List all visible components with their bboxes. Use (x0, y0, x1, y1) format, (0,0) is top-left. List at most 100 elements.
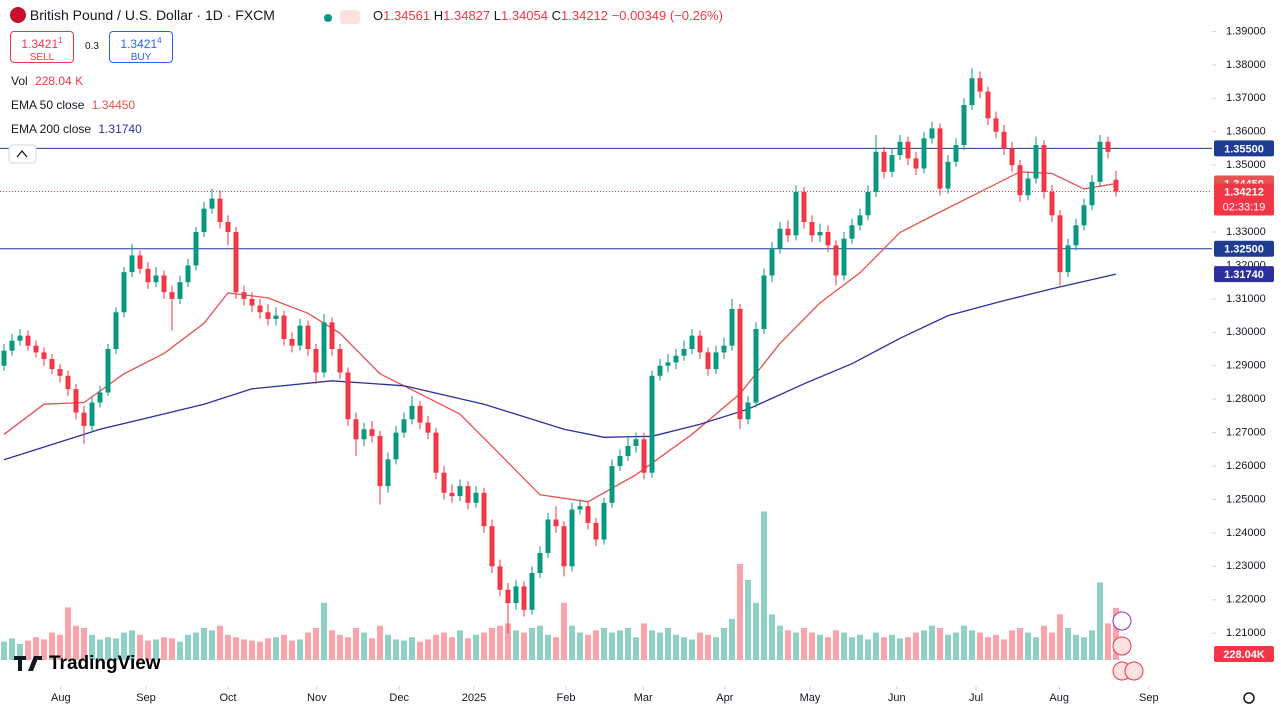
volume-bar (817, 634, 823, 660)
y-tick-label: 1.30000 (1226, 326, 1266, 338)
candle-body (81, 412, 87, 426)
buy-button[interactable]: 1.34214 BUY (109, 31, 173, 63)
candle-body (185, 265, 191, 283)
volume-bar (473, 634, 479, 660)
candle-body (257, 305, 263, 313)
candle-body (905, 141, 911, 159)
y-tick-label: 1.21000 (1226, 627, 1266, 639)
volume-bar (145, 640, 151, 660)
ohlc: O1.34561 H1.34827 L1.34054 C1.34212 −0.0… (373, 8, 723, 23)
flag-icon (10, 7, 26, 23)
candle-body (161, 275, 167, 293)
candle-body (553, 519, 559, 527)
candle-body (1009, 148, 1015, 166)
volume-bar (385, 634, 391, 660)
candle-body (273, 315, 279, 319)
volume-bar (489, 628, 495, 660)
wave-icon[interactable] (339, 10, 360, 24)
candle-body (961, 104, 967, 146)
volume-bar (953, 632, 959, 660)
event-icon[interactable] (1112, 611, 1132, 631)
candle-body (801, 191, 807, 222)
ema-tag (1214, 266, 1274, 283)
candle-body (49, 359, 55, 370)
ema-tag-label: 1.31740 (1224, 269, 1264, 281)
candle-body (793, 191, 799, 236)
volume-bar (737, 564, 743, 660)
event-icon[interactable] (1124, 661, 1144, 681)
candle-body (537, 552, 543, 574)
candle-body (833, 245, 839, 276)
volume-bar (9, 638, 15, 660)
candle-body (937, 128, 943, 189)
candle-body (665, 362, 671, 366)
candle-body (1089, 181, 1095, 206)
volume-bar (585, 634, 591, 660)
sell-button[interactable]: 1.34211 SELL (10, 31, 74, 63)
volume-bar (249, 640, 255, 660)
candle-body (401, 419, 407, 433)
volume-bar (561, 602, 567, 660)
volume-tag-label: 228.04K (1223, 649, 1265, 661)
candle-body (1033, 145, 1039, 179)
volume-bar (433, 634, 439, 660)
volume-legend: Vol 228.04 K (11, 74, 83, 88)
volume-bar (209, 630, 215, 660)
candle-body (433, 432, 439, 473)
volume-bar (241, 639, 247, 660)
candle-body (201, 208, 207, 233)
candle-body (705, 352, 711, 370)
volume-bar (577, 632, 583, 660)
y-tick-label: 1.23000 (1226, 560, 1266, 572)
volume-bar (689, 639, 695, 660)
y-tick-label: 1.26000 (1226, 460, 1266, 472)
collapse-button[interactable] (8, 144, 37, 164)
volume-bar (665, 628, 671, 660)
volume-bar (89, 634, 95, 660)
x-tick-label: Dec (389, 692, 409, 704)
volume-bar (961, 625, 967, 660)
volume-bar (353, 628, 359, 660)
ohlc-change: −0.00349 (−0.26%) (611, 8, 723, 23)
candle-body (393, 432, 399, 460)
volume-bar (521, 632, 527, 660)
sell-pip: 1 (58, 36, 63, 45)
volume-bar (673, 634, 679, 660)
volume-bar (97, 639, 103, 660)
volume-bar (41, 639, 47, 660)
volume-bar (713, 637, 719, 660)
volume-bar (57, 634, 63, 660)
volume-bar (569, 625, 575, 660)
volume-bar (1017, 628, 1023, 660)
volume-bar (177, 641, 183, 660)
y-tick-label: 1.33000 (1226, 226, 1266, 238)
candle-body (361, 429, 367, 440)
event-icon[interactable] (1112, 636, 1132, 656)
candle-body (633, 439, 639, 446)
candle-body (889, 155, 895, 172)
volume-bar (73, 625, 79, 660)
spread: 0.3 (85, 41, 99, 52)
settings-icon[interactable] (1243, 692, 1255, 704)
candle-body (89, 402, 95, 426)
x-tick-label: Jul (969, 692, 983, 704)
candle-body (617, 456, 623, 467)
volume-bar (305, 632, 311, 660)
price-tag-label: 1.34212 (1224, 186, 1264, 198)
volume-bar (1081, 637, 1087, 660)
volume-bar (201, 628, 207, 660)
candle-body (601, 502, 607, 540)
volume-bar (321, 602, 327, 660)
volume-bar (833, 630, 839, 660)
volume-bar (897, 638, 903, 660)
volume-bar (753, 602, 759, 660)
candle-body (713, 352, 719, 370)
x-tick-label: Aug (51, 692, 71, 704)
volume-bar (449, 637, 455, 660)
x-tick-label: Feb (557, 692, 576, 704)
volume-bar (785, 630, 791, 660)
candle-body (425, 422, 431, 433)
event-icons[interactable] (1112, 611, 1144, 681)
volume-bar (921, 630, 927, 660)
candle-body (849, 225, 855, 239)
